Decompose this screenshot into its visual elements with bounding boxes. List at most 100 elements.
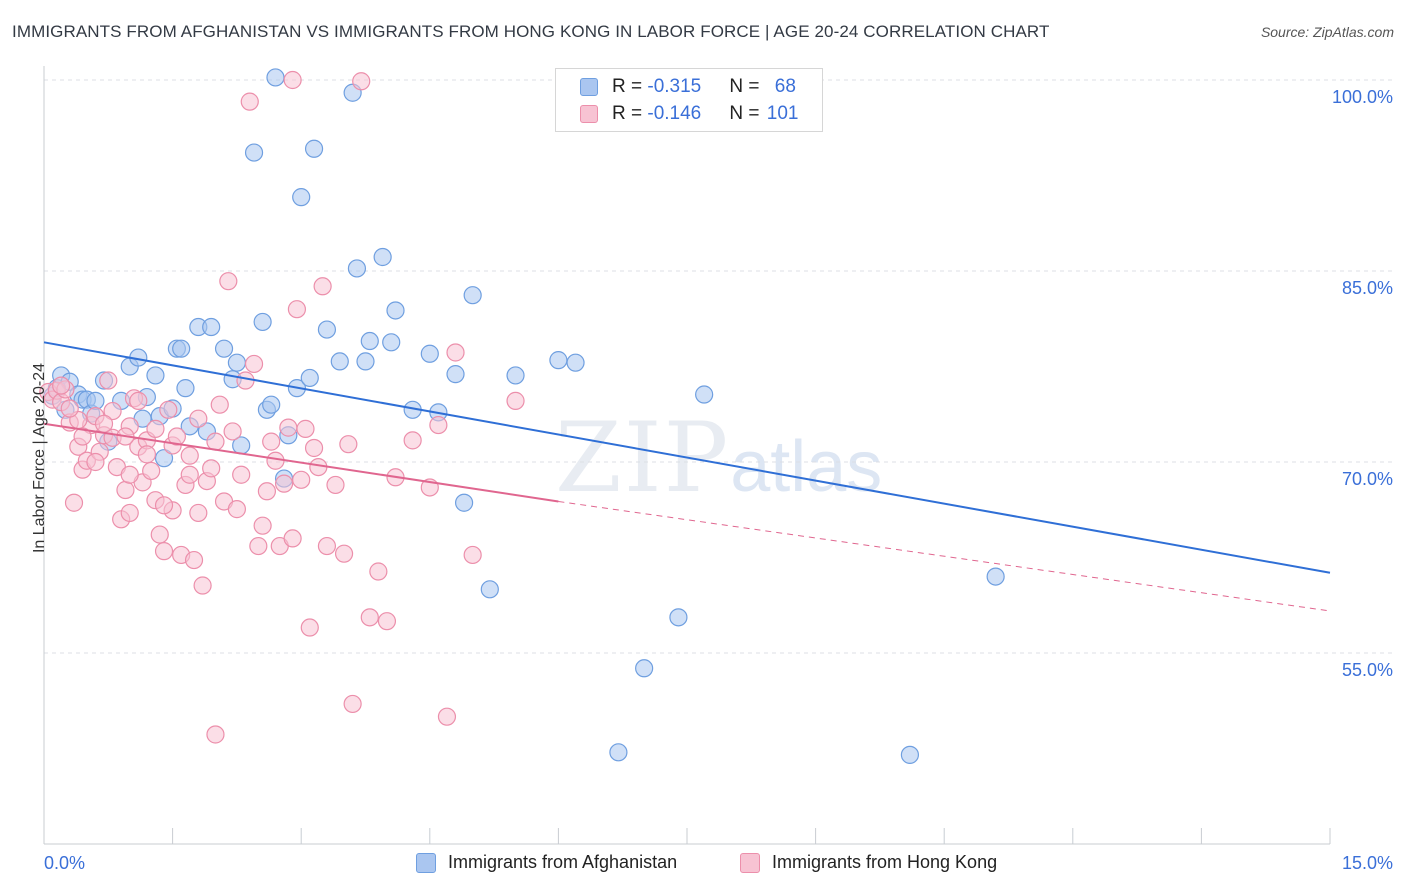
afghanistan-point	[900, 745, 920, 764]
afghanistan-point	[463, 286, 482, 305]
afghanistan-point	[86, 391, 105, 410]
hong-kong-point	[446, 343, 465, 362]
hong-kong-point	[300, 618, 319, 637]
hong-kong-point	[334, 544, 354, 563]
hong-kong-point	[352, 72, 371, 91]
afghanistan-trend-line	[43, 341, 1331, 574]
afghanistan-point	[266, 68, 285, 87]
hong-kong-point	[103, 401, 122, 421]
hong-kong-point	[283, 529, 302, 548]
afghanistan-point	[304, 139, 324, 158]
hong-kong-point	[283, 70, 302, 90]
hong-kong-point	[180, 446, 199, 465]
hong-kong-point	[232, 465, 251, 484]
watermark: ZIPatlas	[555, 402, 882, 514]
hong-kong-point	[120, 465, 139, 484]
afghanistan-point	[382, 333, 401, 352]
hong-kong-point	[64, 493, 84, 512]
afghanistan-point	[347, 259, 367, 278]
afghanistan-point	[635, 659, 654, 678]
x-tick-label: 15.0%	[1342, 853, 1393, 873]
hong-kong-legend-label: Immigrants from Hong Kong	[772, 852, 998, 872]
stats-legend: R = -0.315 N = 68 R = -0.146 N = 101	[555, 68, 823, 132]
hong-kong-point	[223, 422, 242, 441]
hong-kong-point	[244, 354, 264, 374]
hong-kong-point	[317, 536, 337, 556]
hong-kong-point	[154, 496, 174, 515]
afghanistan-point	[317, 320, 337, 339]
hong-kong-point	[249, 536, 268, 556]
hong-kong-point	[210, 395, 229, 414]
hong-kong-point	[154, 542, 174, 561]
hong-kong-point	[437, 707, 457, 726]
watermark-zip: ZIP	[555, 402, 731, 514]
hong-kong-point	[266, 451, 285, 470]
hong-kong-point	[304, 438, 324, 458]
afghanistan-point	[549, 351, 568, 370]
hong-kong-point	[193, 576, 212, 595]
hong-kong-point	[236, 371, 255, 390]
hong-kong-point	[137, 445, 156, 464]
hong-kong-point	[326, 475, 345, 495]
hong-kong-point	[274, 474, 294, 493]
afghanistan-point	[253, 312, 272, 332]
hong-kong-point	[287, 300, 307, 319]
hong-kong-point	[463, 545, 482, 565]
hong-kong-point	[369, 562, 388, 581]
hong-kong-point	[142, 461, 161, 481]
y-tick-label: 100.0%	[1332, 87, 1393, 107]
afghanistan-point	[292, 188, 311, 207]
r-label: R =	[612, 76, 648, 97]
afghanistan-point	[356, 352, 375, 371]
afghanistan-point	[172, 339, 191, 358]
r-label: R =	[612, 103, 648, 124]
series-legend-afghanistan: Immigrants from Afghanistan	[416, 852, 677, 873]
hong-kong-point	[206, 432, 225, 451]
hong-kong-point	[94, 414, 114, 433]
hong-kong-point	[73, 427, 92, 446]
afghanistan-point	[386, 301, 405, 320]
n-label: N =	[729, 103, 765, 124]
afghanistan-point	[566, 353, 585, 372]
hong-kong-point	[189, 409, 208, 428]
afghanistan-point	[669, 608, 688, 627]
afghanistan-point	[454, 493, 474, 512]
hong-kong-point	[120, 503, 139, 523]
afghanistan-point	[202, 317, 221, 337]
afghanistan-point	[330, 352, 349, 371]
x-tick-label: 0.0%	[44, 853, 85, 873]
afghanistan-point	[420, 344, 439, 363]
hong-kong-point	[99, 371, 118, 390]
hong-kong-point	[52, 376, 71, 395]
watermark-atlas: atlas	[730, 427, 883, 507]
hong-kong-point	[227, 500, 246, 519]
n-label: N =	[729, 76, 765, 97]
afghanistan-point	[262, 395, 281, 414]
hong-kong-point	[313, 277, 332, 296]
hong-kong-trend-line-extrapolated	[558, 500, 1331, 612]
hong-kong-point	[116, 480, 135, 500]
hong-kong-point	[129, 391, 148, 410]
afghanistan-point	[227, 353, 246, 372]
stats-legend-row-hong-kong: R = -0.146 N = 101	[556, 101, 798, 127]
hong-kong-point	[146, 419, 165, 438]
afghanistan-point	[373, 247, 392, 267]
afghanistan-legend-label: Immigrants from Afghanistan	[448, 852, 678, 872]
afghanistan-point	[154, 449, 174, 468]
r-value: -0.315	[647, 76, 702, 97]
hong-kong-point	[86, 452, 105, 472]
hong-kong-point	[360, 608, 379, 627]
afghanistan-point	[244, 143, 264, 162]
hong-kong-point	[253, 516, 272, 535]
y-tick-label: 70.0%	[1342, 469, 1393, 489]
hong-kong-point	[189, 503, 208, 523]
hong-kong-swatch	[580, 105, 598, 123]
hong-kong-point	[429, 415, 448, 435]
afghanistan-point	[300, 368, 319, 388]
afghanistan-swatch	[580, 78, 598, 96]
hong-kong-legend-swatch	[740, 852, 760, 873]
hong-kong-point	[403, 431, 422, 450]
y-tick-label: 85.0%	[1342, 278, 1393, 298]
afghanistan-point	[360, 331, 379, 351]
n-value: 101	[766, 103, 799, 124]
